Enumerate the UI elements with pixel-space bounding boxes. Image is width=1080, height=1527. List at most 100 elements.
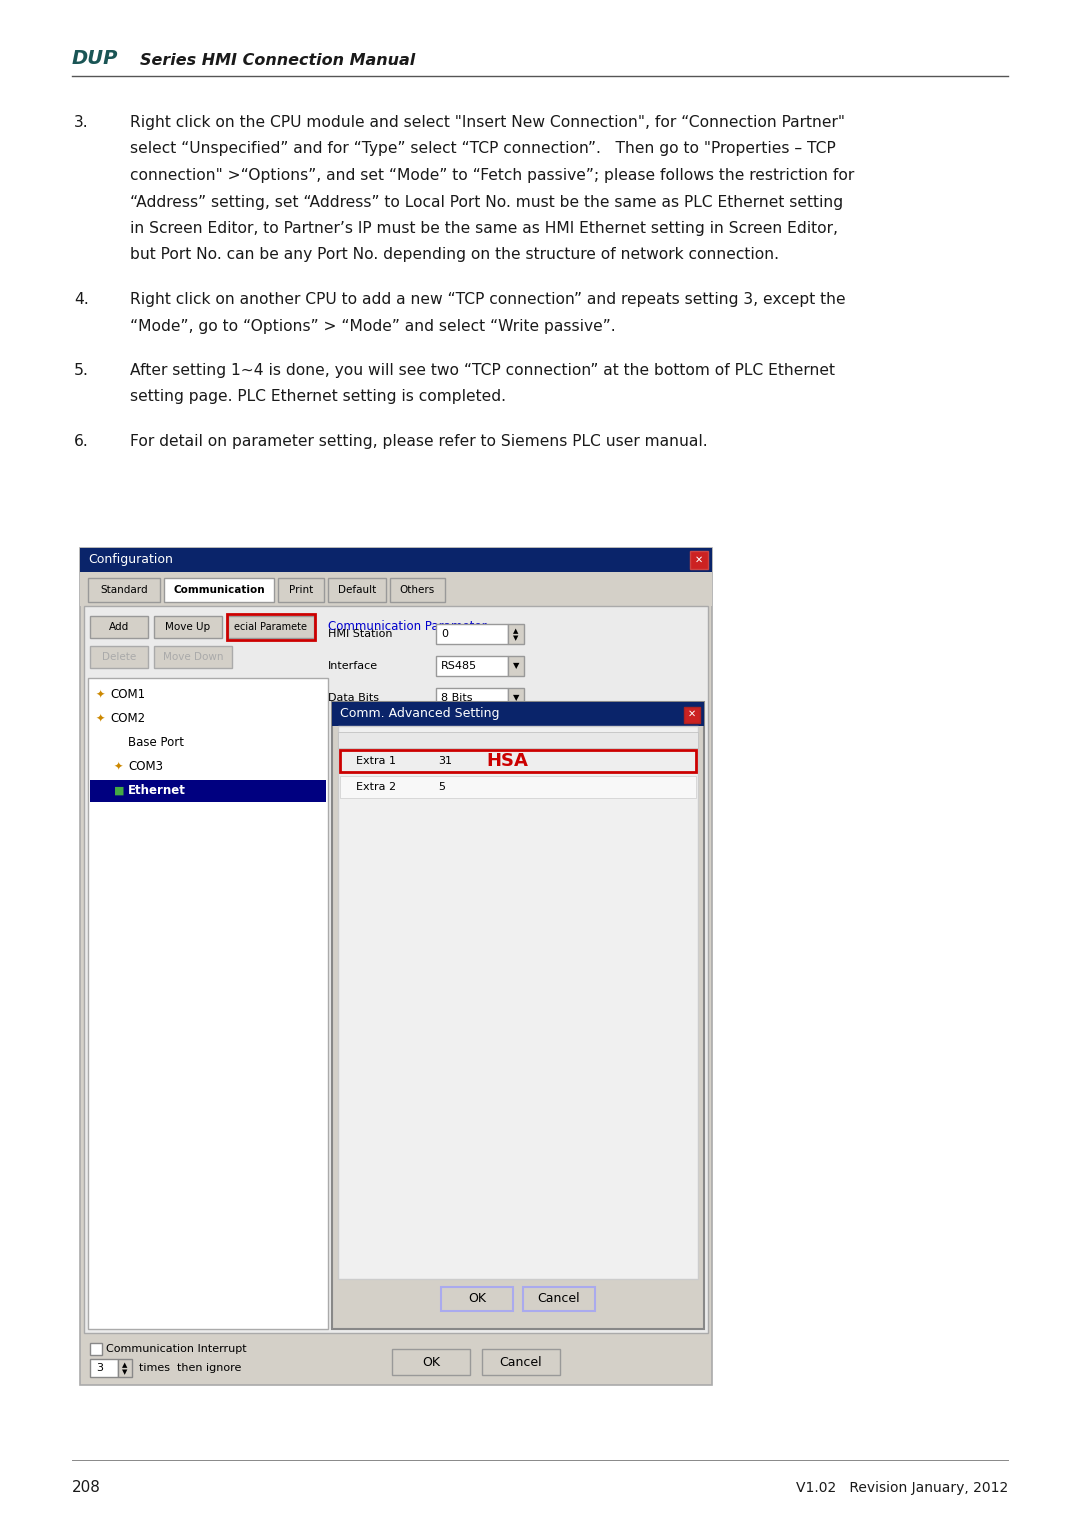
Text: Communication Parameter: Communication Parameter (328, 620, 487, 634)
Text: Configuration: Configuration (87, 553, 173, 567)
FancyBboxPatch shape (87, 579, 160, 602)
Text: 31: 31 (438, 756, 453, 767)
FancyBboxPatch shape (684, 707, 700, 722)
Text: ecial Paramete: ecial Paramete (234, 621, 308, 632)
Text: ▼: ▼ (513, 693, 519, 702)
Text: Data Bits: Data Bits (328, 693, 379, 702)
Text: Others: Others (400, 585, 435, 596)
FancyBboxPatch shape (80, 573, 712, 606)
Text: Communication: Communication (173, 585, 265, 596)
Text: “Mode”, go to “Options” > “Mode” and select “Write passive”.: “Mode”, go to “Options” > “Mode” and sel… (130, 319, 616, 333)
Text: ▲: ▲ (122, 1362, 127, 1368)
Text: V1.02   Revision January, 2012: V1.02 Revision January, 2012 (796, 1481, 1008, 1495)
FancyBboxPatch shape (164, 579, 274, 602)
FancyBboxPatch shape (80, 548, 712, 1385)
Text: Series HMI Connection Manual: Series HMI Connection Manual (140, 53, 415, 69)
Text: After setting 1~4 is done, you will see two “TCP connection” at the bottom of PL: After setting 1~4 is done, you will see … (130, 363, 835, 379)
Text: 5.: 5. (75, 363, 89, 379)
Text: For detail on parameter setting, please refer to Siemens PLC user manual.: For detail on parameter setting, please … (130, 434, 707, 449)
FancyBboxPatch shape (90, 646, 148, 667)
Text: 8 Bits: 8 Bits (441, 693, 473, 702)
Text: times  then ignore: times then ignore (139, 1364, 241, 1373)
Text: ✕: ✕ (688, 709, 697, 719)
Text: Right click on another CPU to add a new “TCP connection” and repeats setting 3, : Right click on another CPU to add a new … (130, 292, 846, 307)
Text: connection" >“Options”, and set “Mode” to “Fetch passive”; please follows the re: connection" >“Options”, and set “Mode” t… (130, 168, 854, 183)
FancyBboxPatch shape (390, 579, 445, 602)
Text: in Screen Editor, to Partner’s IP must be the same as HMI Ethernet setting in Sc: in Screen Editor, to Partner’s IP must b… (130, 221, 838, 237)
FancyBboxPatch shape (338, 731, 698, 748)
Text: OK: OK (422, 1356, 440, 1368)
Text: 3.: 3. (75, 115, 89, 130)
Text: Default: Default (338, 585, 376, 596)
Text: DUP: DUP (72, 49, 119, 69)
FancyBboxPatch shape (508, 657, 524, 676)
FancyBboxPatch shape (332, 702, 704, 1328)
FancyBboxPatch shape (332, 702, 704, 725)
Text: 3: 3 (96, 1364, 104, 1373)
Text: Cancel: Cancel (500, 1356, 542, 1368)
Text: Base Port: Base Port (129, 736, 184, 750)
Text: but Port No. can be any Port No. depending on the structure of network connectio: but Port No. can be any Port No. dependi… (130, 247, 779, 263)
FancyBboxPatch shape (90, 1359, 118, 1377)
FancyBboxPatch shape (328, 579, 386, 602)
Text: “Address” setting, set “Address” to Local Port No. must be the same as PLC Ether: “Address” setting, set “Address” to Loca… (130, 194, 843, 209)
FancyBboxPatch shape (118, 1359, 132, 1377)
FancyBboxPatch shape (441, 1287, 513, 1312)
Text: HMI Station: HMI Station (328, 629, 392, 638)
FancyBboxPatch shape (340, 776, 696, 799)
Text: 6.: 6. (75, 434, 89, 449)
FancyBboxPatch shape (80, 548, 712, 573)
Text: Right click on the CPU module and select "Insert New Connection", for “Connectio: Right click on the CPU module and select… (130, 115, 845, 130)
FancyBboxPatch shape (90, 615, 148, 638)
Text: RS485: RS485 (441, 661, 477, 670)
FancyBboxPatch shape (436, 689, 508, 709)
Text: ✦: ✦ (114, 762, 123, 773)
FancyBboxPatch shape (482, 1348, 561, 1374)
FancyBboxPatch shape (338, 725, 698, 1280)
Text: Delete: Delete (102, 652, 136, 663)
Text: Add: Add (109, 621, 130, 632)
FancyBboxPatch shape (508, 689, 524, 709)
Text: COM3: COM3 (129, 760, 163, 774)
Text: COM2: COM2 (110, 713, 145, 725)
Text: ■: ■ (114, 786, 124, 796)
Text: ▼: ▼ (513, 661, 519, 670)
Text: ▼: ▼ (513, 635, 518, 641)
Text: COM1: COM1 (110, 689, 145, 701)
Text: Cancel: Cancel (538, 1292, 580, 1306)
Text: ✦: ✦ (96, 715, 106, 724)
Text: Ethernet: Ethernet (129, 785, 186, 797)
FancyBboxPatch shape (154, 646, 232, 667)
Text: select “Unspecified” and for “Type” select “TCP connection”.   Then go to "Prope: select “Unspecified” and for “Type” sele… (130, 142, 836, 156)
FancyBboxPatch shape (90, 1344, 102, 1354)
Text: Communication Interrupt: Communication Interrupt (106, 1344, 246, 1354)
FancyBboxPatch shape (154, 615, 222, 638)
Text: Extra 1: Extra 1 (356, 756, 396, 767)
FancyBboxPatch shape (340, 750, 696, 773)
FancyBboxPatch shape (436, 657, 508, 676)
FancyBboxPatch shape (87, 678, 328, 1328)
FancyBboxPatch shape (523, 1287, 595, 1312)
Text: Print: Print (288, 585, 313, 596)
Text: Interface: Interface (328, 661, 378, 670)
Text: ✕: ✕ (694, 554, 703, 565)
Text: Move Up: Move Up (165, 621, 211, 632)
Text: Extra 2: Extra 2 (356, 782, 396, 793)
FancyBboxPatch shape (392, 1348, 470, 1374)
Text: ▼: ▼ (122, 1370, 127, 1374)
FancyBboxPatch shape (278, 579, 324, 602)
Text: 5: 5 (438, 782, 445, 793)
Text: Comm. Advanced Setting: Comm. Advanced Setting (340, 707, 499, 721)
FancyBboxPatch shape (228, 615, 314, 638)
FancyBboxPatch shape (84, 606, 708, 1333)
Text: 4.: 4. (75, 292, 89, 307)
Text: Move Down: Move Down (163, 652, 224, 663)
Text: HSA: HSA (486, 751, 528, 770)
Text: 0: 0 (441, 629, 448, 638)
Text: 208: 208 (72, 1481, 100, 1495)
Text: setting page. PLC Ethernet setting is completed.: setting page. PLC Ethernet setting is co… (130, 389, 507, 405)
Text: Standard: Standard (100, 585, 148, 596)
Text: OK: OK (468, 1292, 486, 1306)
FancyBboxPatch shape (690, 551, 708, 570)
FancyBboxPatch shape (90, 780, 326, 802)
